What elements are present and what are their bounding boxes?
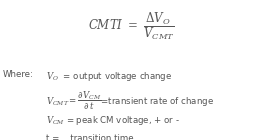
Text: $V_{CM}$ = peak CM voltage, + or -: $V_{CM}$ = peak CM voltage, + or - xyxy=(46,114,180,127)
Text: $\mathit{CMTI}\ =\ \dfrac{\Delta V_O}{V_{CMT}}$: $\mathit{CMTI}\ =\ \dfrac{\Delta V_O}{V_… xyxy=(88,10,175,42)
Text: t =    transition time: t = transition time xyxy=(46,134,134,140)
Text: $V_{CMT}{=}\dfrac{\partial V_{CM}}{\partial\,t}$=transient rate of change: $V_{CMT}{=}\dfrac{\partial V_{CM}}{\part… xyxy=(46,90,214,113)
Text: $V_O$  = output voltage change: $V_O$ = output voltage change xyxy=(46,70,172,83)
Text: Where:: Where: xyxy=(3,70,33,79)
